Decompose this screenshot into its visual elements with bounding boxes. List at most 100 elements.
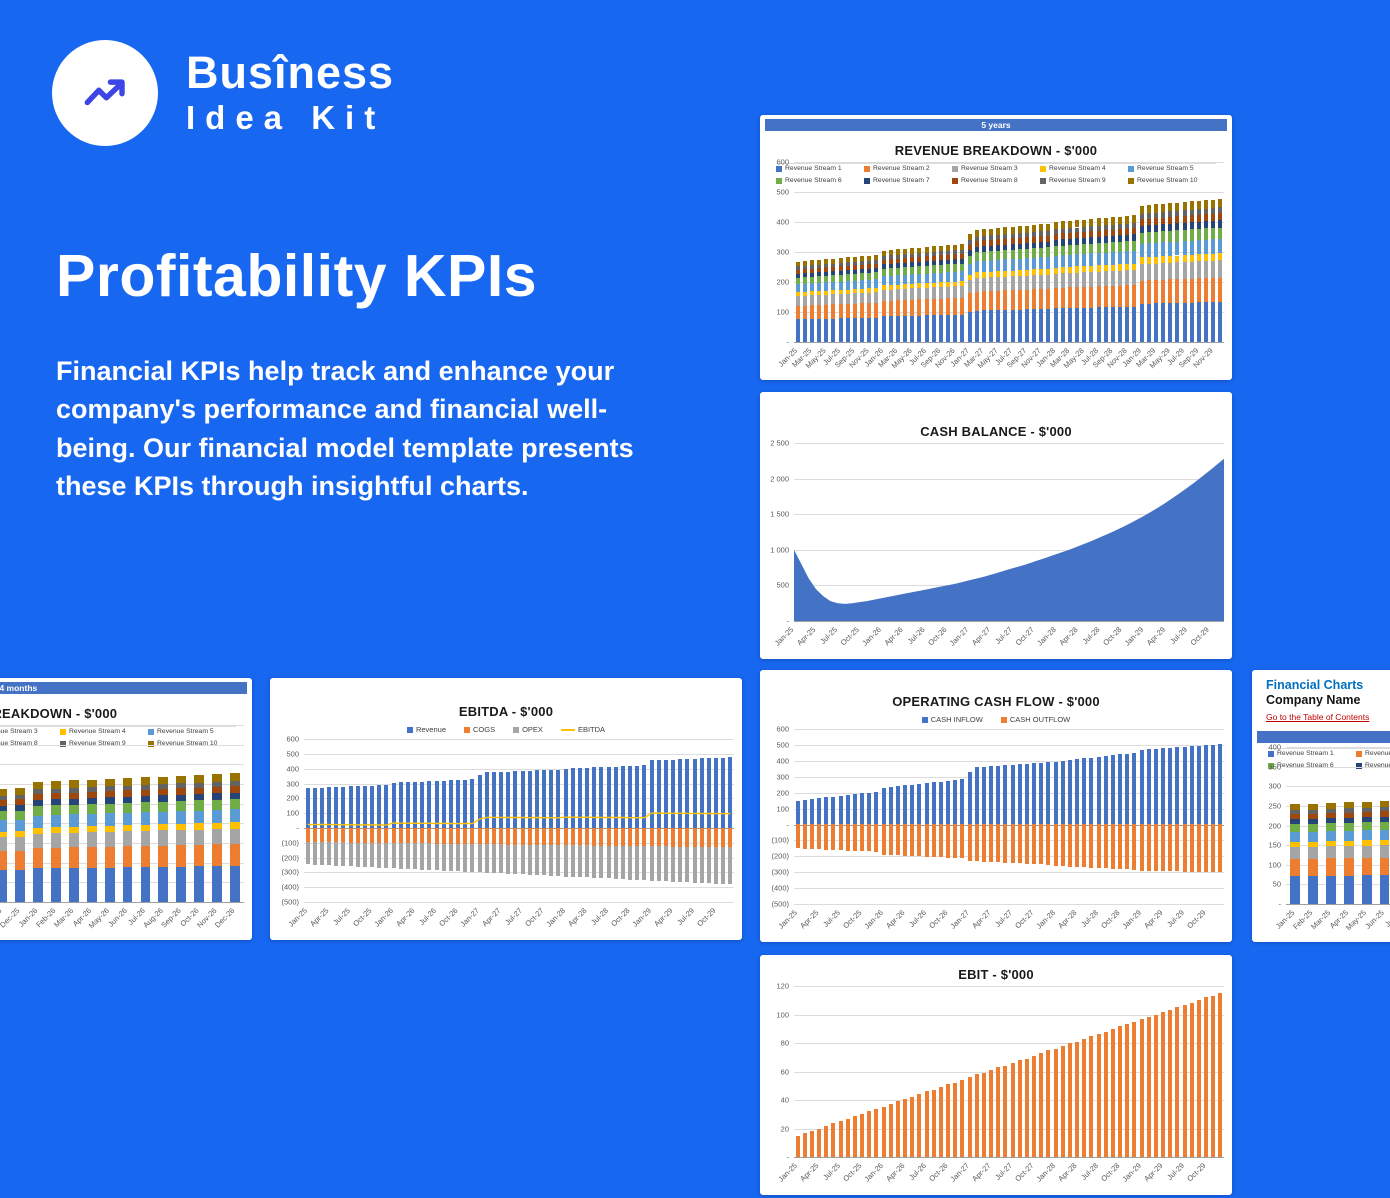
bar-segment bbox=[967, 244, 972, 251]
bar-segment bbox=[1017, 1060, 1022, 1157]
bar-segment bbox=[484, 827, 489, 845]
bar-segment bbox=[1075, 759, 1080, 825]
bar-segment bbox=[656, 846, 661, 881]
bar-segment bbox=[1125, 223, 1130, 229]
gridline bbox=[1286, 805, 1390, 807]
bar-segment bbox=[1307, 831, 1318, 842]
bar-segment bbox=[1146, 204, 1151, 214]
bar-segment bbox=[1196, 302, 1201, 342]
bar-segment bbox=[917, 253, 922, 257]
y-tick-label: 60 bbox=[780, 1067, 789, 1076]
x-tick-label: Oct-25 bbox=[841, 1161, 863, 1183]
legend-marker bbox=[952, 177, 958, 184]
bar-segment bbox=[1196, 240, 1201, 255]
legend-label: Revenue Stream 10 bbox=[1137, 177, 1198, 184]
bar-segment bbox=[1182, 746, 1187, 825]
bar-segment bbox=[903, 284, 908, 289]
bar-segment bbox=[852, 273, 857, 281]
toc-link[interactable]: Go to the Table of Contents bbox=[1266, 712, 1370, 722]
bar-segment bbox=[348, 827, 353, 843]
bar-segment bbox=[1067, 232, 1072, 239]
chart-title: REVENUE BREAKDOWN - $'000 bbox=[894, 143, 1098, 158]
legend-label: Revenue Stream 2 bbox=[1365, 750, 1390, 757]
legend-label: Revenue Stream 6 bbox=[785, 177, 842, 184]
bar-segment bbox=[888, 249, 893, 256]
bar-segment bbox=[506, 844, 511, 874]
bar-segment bbox=[721, 757, 726, 828]
bar-segment bbox=[852, 318, 857, 342]
bar-segment bbox=[1361, 857, 1372, 876]
bar-segment bbox=[1067, 760, 1072, 825]
bar-segment bbox=[362, 785, 367, 828]
x-tick-label: Jul-26 bbox=[417, 906, 438, 927]
bar-segment bbox=[817, 824, 822, 850]
bar-segment bbox=[1218, 207, 1223, 214]
bar-segment bbox=[924, 315, 929, 342]
bar-segment bbox=[1024, 225, 1029, 233]
bar-segment bbox=[377, 842, 382, 868]
bar-segment bbox=[888, 263, 893, 269]
y-axis: 600 500 400 300 200 100- (100) (200) (300) (400)(… bbox=[274, 735, 304, 938]
bar-segment bbox=[33, 800, 43, 807]
bar-segment bbox=[721, 847, 726, 885]
bar-segment bbox=[1204, 200, 1209, 209]
bar-segment bbox=[1103, 252, 1108, 265]
y-tick-label: 400 bbox=[776, 756, 789, 766]
legend-marker bbox=[921, 716, 928, 723]
bar-segment bbox=[1132, 215, 1137, 223]
bar-segment bbox=[194, 774, 205, 783]
bar-segment bbox=[1132, 250, 1137, 264]
bar-segment bbox=[1003, 309, 1008, 342]
bar-segment bbox=[635, 765, 640, 828]
bar-segment bbox=[1182, 262, 1187, 279]
bar-segment bbox=[1075, 266, 1080, 273]
bar-segment bbox=[1146, 257, 1151, 264]
y-tick-label: 500 bbox=[286, 749, 299, 759]
x-tick-label: Apr-28 bbox=[566, 906, 588, 928]
plot-area bbox=[794, 162, 1224, 343]
bar-segment bbox=[420, 843, 425, 870]
bar-segment bbox=[50, 815, 61, 828]
bar-segment bbox=[931, 265, 936, 274]
bar-segment bbox=[176, 775, 187, 784]
bar-segment bbox=[1139, 225, 1144, 233]
bar-segment bbox=[699, 758, 704, 828]
bar-segment bbox=[860, 293, 865, 304]
x-tick-label: Apr-27 bbox=[970, 908, 992, 930]
bar-segment bbox=[881, 264, 886, 269]
bar-segment bbox=[1003, 244, 1008, 251]
legend-item: Revenue Stream 8 bbox=[0, 738, 60, 749]
bar-segment bbox=[1189, 209, 1194, 216]
bar-segment bbox=[176, 866, 187, 902]
bar-segment bbox=[953, 779, 958, 825]
bar-segment bbox=[895, 786, 900, 825]
bar-segment bbox=[1204, 997, 1209, 1157]
bar-segment bbox=[917, 315, 922, 342]
gridline bbox=[0, 843, 244, 844]
bar-segment bbox=[1046, 274, 1051, 289]
bar-segment bbox=[685, 827, 690, 847]
bar-segment bbox=[642, 765, 647, 828]
bar-segment bbox=[1075, 227, 1080, 233]
bar-segment bbox=[1379, 807, 1390, 812]
bar-segment bbox=[1182, 255, 1187, 263]
bar-segment bbox=[606, 845, 611, 879]
bar-segment bbox=[194, 800, 205, 811]
bar-segment bbox=[1032, 257, 1037, 270]
bar-segment bbox=[230, 844, 240, 866]
legend-marker bbox=[60, 740, 66, 747]
bar-segment bbox=[398, 782, 403, 828]
bar-segment bbox=[795, 305, 800, 320]
bar-segment bbox=[1196, 824, 1201, 872]
bar-segment bbox=[1046, 235, 1051, 242]
bar-segment bbox=[68, 787, 79, 793]
bar-segment bbox=[953, 264, 958, 272]
bar-segment bbox=[319, 842, 324, 865]
bar-segment bbox=[1046, 824, 1051, 865]
bar-segment bbox=[1125, 251, 1130, 264]
x-tick-label: Jul-27 bbox=[993, 1161, 1014, 1182]
bar-segment bbox=[1182, 210, 1187, 216]
bar-segment bbox=[599, 827, 604, 846]
bar-segment bbox=[996, 234, 1001, 240]
